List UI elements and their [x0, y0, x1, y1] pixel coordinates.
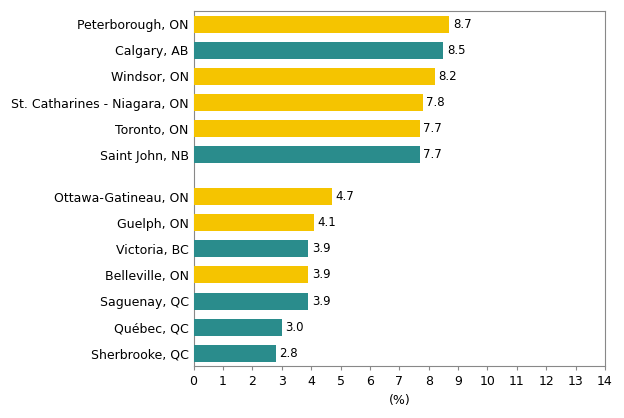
- Bar: [193, 120, 420, 137]
- Text: 4.7: 4.7: [335, 190, 354, 203]
- Text: 3.9: 3.9: [312, 268, 330, 281]
- Bar: [193, 94, 423, 111]
- Bar: [193, 68, 434, 85]
- Bar: [193, 345, 276, 362]
- Bar: [193, 188, 332, 205]
- Text: 4.1: 4.1: [318, 216, 336, 229]
- Text: 2.8: 2.8: [280, 347, 298, 360]
- Bar: [193, 293, 308, 309]
- Text: 7.8: 7.8: [426, 96, 445, 109]
- Text: 3.9: 3.9: [312, 295, 330, 308]
- Bar: [193, 16, 449, 33]
- X-axis label: (%): (%): [388, 394, 410, 407]
- Bar: [193, 240, 308, 257]
- Text: 8.5: 8.5: [447, 44, 466, 57]
- Bar: [193, 319, 282, 336]
- Text: 8.2: 8.2: [438, 70, 457, 83]
- Text: 3.9: 3.9: [312, 242, 330, 255]
- Bar: [193, 146, 420, 163]
- Bar: [193, 42, 444, 59]
- Text: 7.7: 7.7: [424, 148, 442, 161]
- Text: 7.7: 7.7: [424, 122, 442, 135]
- Text: 8.7: 8.7: [453, 18, 471, 31]
- Text: 3.0: 3.0: [285, 321, 304, 334]
- Bar: [193, 214, 314, 231]
- Bar: [193, 266, 308, 283]
